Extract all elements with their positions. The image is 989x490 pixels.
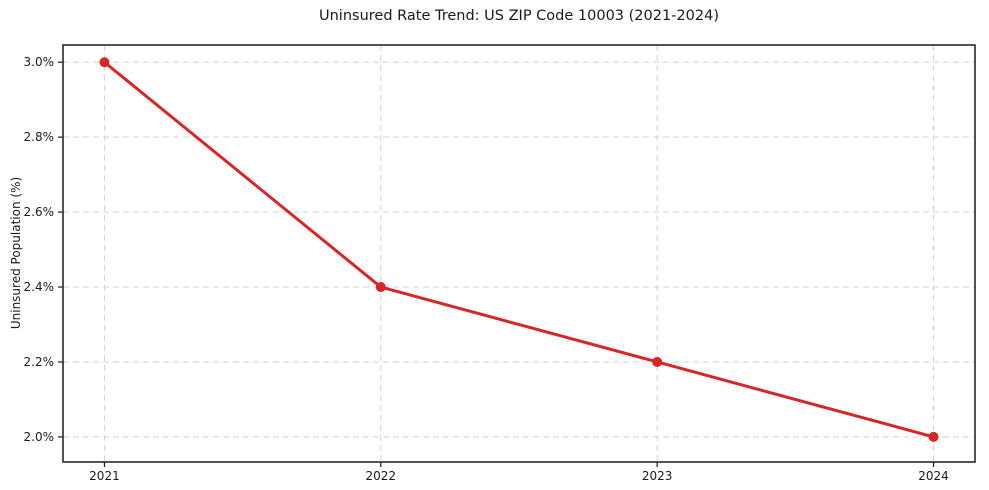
y-tick-label: 2.6% xyxy=(24,205,55,219)
y-axis-label: Uninsured Population (%) xyxy=(9,176,23,330)
axes-border xyxy=(62,44,976,463)
y-tick-label: 2.0% xyxy=(24,430,55,444)
x-tick-label: 2023 xyxy=(642,469,673,483)
data-point xyxy=(928,431,939,442)
x-tick-label: 2021 xyxy=(89,469,120,483)
y-tick-label: 2.8% xyxy=(24,130,55,144)
x-tick-label: 2024 xyxy=(918,469,949,483)
y-tick-label: 3.0% xyxy=(24,55,55,69)
data-point xyxy=(652,356,663,367)
data-point xyxy=(99,57,110,68)
y-tick-label: 2.2% xyxy=(24,355,55,369)
data-line xyxy=(102,60,936,439)
chart-title: Uninsured Rate Trend: US ZIP Code 10003 … xyxy=(319,8,719,24)
y-tick-label: 2.4% xyxy=(24,280,55,294)
x-tick-label: 2022 xyxy=(366,469,397,483)
data-point xyxy=(375,282,386,293)
